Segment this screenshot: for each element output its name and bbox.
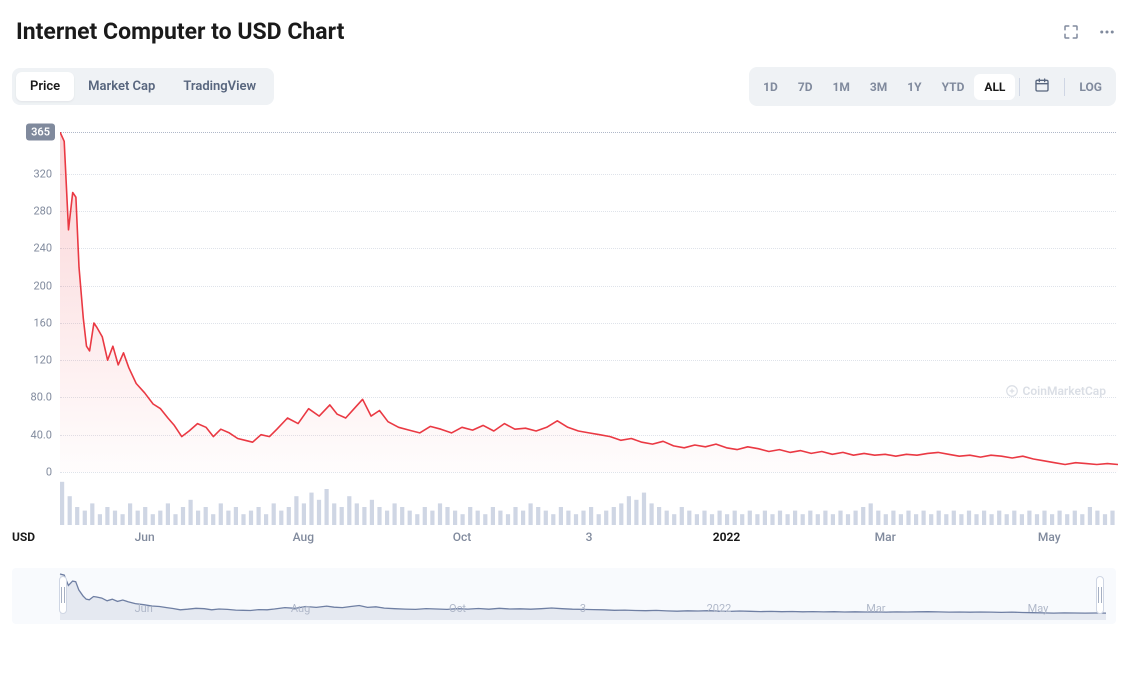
y-tick: 240 (33, 242, 52, 255)
brush-tick: May (1028, 602, 1049, 615)
expand-icon[interactable] (1062, 23, 1080, 41)
range-1m[interactable]: 1M (823, 74, 860, 100)
separator (1019, 78, 1020, 96)
tab-market-cap[interactable]: Market Cap (74, 72, 169, 101)
volume-bars (60, 477, 1118, 525)
brush-tick: Aug (291, 602, 310, 615)
y-tick: 160 (33, 316, 52, 329)
y-tick: 0 (46, 466, 52, 479)
y-tick: 280 (33, 205, 52, 218)
brush-mini-chart (12, 568, 1116, 624)
brush-range[interactable]: Jun Aug Oct 3 2022 Mar May (12, 568, 1116, 624)
brush-handle-right[interactable] (1096, 576, 1104, 614)
brush-tick: Jun (135, 602, 153, 615)
range-3m[interactable]: 3M (860, 74, 897, 100)
metric-tab-group: PriceMarket CapTradingView (12, 68, 274, 105)
x-tick: Mar (875, 530, 896, 544)
range-1y[interactable]: 1Y (897, 74, 931, 100)
y-current-badge: 365 (26, 124, 55, 141)
log-toggle[interactable]: LOG (1069, 74, 1112, 100)
y-tick: 120 (33, 354, 52, 367)
tab-price[interactable]: Price (16, 72, 74, 101)
y-tick: 200 (33, 279, 52, 292)
y-tick: 80.0 (31, 391, 52, 404)
brush-handle-left[interactable] (59, 576, 67, 614)
x-tick: Aug (293, 530, 314, 544)
tab-tradingview[interactable]: TradingView (169, 72, 270, 101)
price-line (60, 132, 1118, 472)
y-tick: 40.0 (31, 428, 52, 441)
x-tick: 3 (586, 530, 593, 544)
range-all[interactable]: ALL (974, 74, 1015, 100)
brush-tick: Oct (449, 602, 466, 615)
range-ytd[interactable]: YTD (932, 74, 975, 100)
y-axis: 365040.080.0120160200240280320 (12, 132, 54, 472)
more-icon[interactable] (1098, 23, 1116, 41)
range-7d[interactable]: 7D (788, 74, 823, 100)
range-1d[interactable]: 1D (753, 74, 788, 100)
price-chart: 365040.080.0120160200240280320 CoinMarke… (12, 132, 1116, 562)
x-tick: 2022 (713, 530, 741, 544)
usd-label: USD (12, 530, 35, 544)
brush-tick: 3 (580, 602, 586, 615)
x-tick: Jun (135, 530, 155, 544)
x-tick: May (1038, 530, 1061, 544)
y-tick: 320 (33, 167, 52, 180)
separator (1064, 78, 1065, 96)
page-title: Internet Computer to USD Chart (16, 18, 344, 45)
brush-tick: Mar (866, 602, 885, 615)
watermark: CoinMarketCap (1005, 384, 1106, 398)
brush-tick: 2022 (707, 602, 732, 615)
range-group: 1D7D1M3M1YYTDALL LOG (749, 67, 1116, 106)
calendar-icon[interactable] (1024, 71, 1060, 102)
x-tick: Oct (453, 530, 472, 544)
